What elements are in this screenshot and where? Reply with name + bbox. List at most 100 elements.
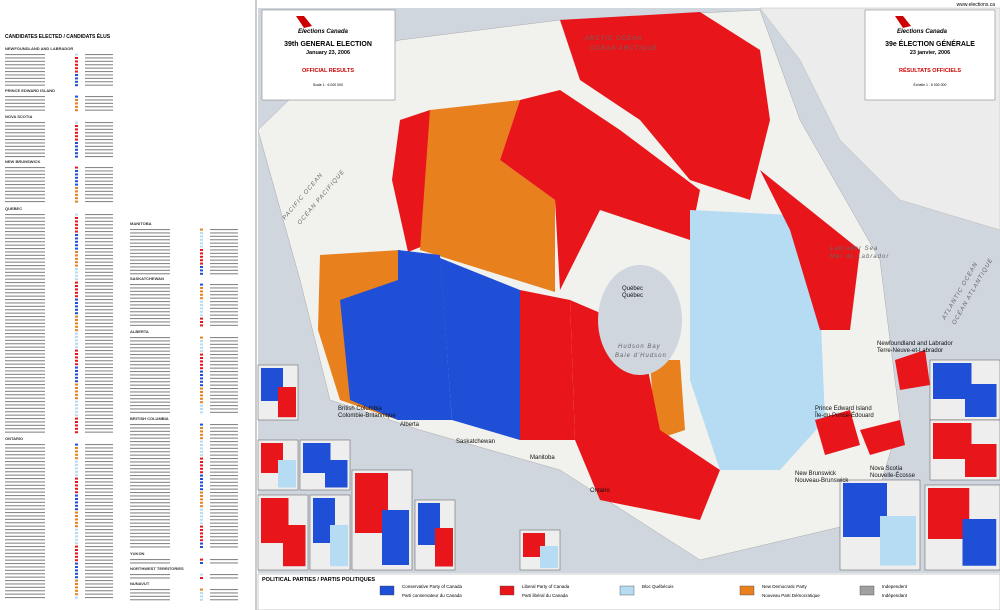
- candidate-party: [200, 297, 203, 300]
- candidate-party: [200, 401, 203, 404]
- candidate-party: [200, 307, 203, 310]
- candidate-party: [75, 109, 78, 112]
- candidate-party: [75, 535, 78, 538]
- candidate-party: [75, 60, 78, 63]
- candidate-name: [85, 360, 113, 362]
- candidate-row: [5, 319, 45, 321]
- candidate-name: [210, 294, 238, 296]
- candidate-row: [5, 370, 45, 372]
- candidate-party: [200, 324, 203, 327]
- candidate-party: [75, 450, 78, 453]
- candidate-row: [5, 515, 45, 517]
- candidate-name: [85, 428, 113, 430]
- candidate-row: [130, 321, 170, 323]
- candidate-name: [210, 377, 238, 379]
- candidate-party: [75, 342, 78, 345]
- candidate-name: [85, 251, 113, 253]
- candidate-name: [210, 509, 238, 511]
- candidate-party: [75, 443, 78, 446]
- candidate-row: [5, 333, 45, 335]
- candidate-name: [85, 316, 113, 318]
- candidate-row: [130, 447, 170, 449]
- candidate-name: [210, 367, 238, 369]
- candidate-name: [210, 488, 238, 490]
- candidate-name: [85, 363, 113, 365]
- candidate-name: [210, 249, 238, 251]
- candidate-party: [75, 498, 78, 500]
- candidate-party: [200, 370, 203, 373]
- candidate-row: [130, 340, 170, 342]
- candidate-row: [5, 329, 45, 331]
- candidate-name: [210, 337, 238, 339]
- candidate-name: [85, 350, 113, 352]
- candidate-name: [85, 268, 113, 270]
- candidate-name: [85, 339, 113, 341]
- candidate-row: [5, 518, 45, 520]
- candidate-name: [85, 387, 113, 389]
- candidate-row: [130, 391, 170, 393]
- candidate-name: [85, 187, 113, 189]
- candidate-name: [210, 252, 238, 254]
- candidate-row: [5, 454, 45, 456]
- candidate-row: [130, 263, 170, 265]
- candidate-name: [85, 180, 113, 182]
- candidate-row: [5, 484, 45, 486]
- candidate-name: [85, 278, 113, 280]
- candidate-party: [200, 314, 203, 317]
- candidate-row: [5, 217, 45, 219]
- candidate-name: [210, 454, 238, 456]
- candidate-party: [200, 454, 203, 457]
- candidate-party: [200, 380, 203, 383]
- candidate-row: [5, 149, 45, 151]
- candidate-name: [85, 326, 113, 328]
- candidate-row: [5, 501, 45, 503]
- candidate-party: [75, 319, 78, 321]
- candidate-name: [85, 495, 113, 497]
- candidate-name: [210, 391, 238, 393]
- candidate-name: [210, 574, 238, 576]
- candidate-row: [5, 194, 45, 196]
- candidate-row: [5, 447, 45, 449]
- candidate-row: [5, 467, 45, 469]
- candidate-name: [210, 371, 238, 373]
- candidate-row: [5, 224, 45, 226]
- candidate-row: [5, 271, 45, 273]
- candidate-party: [75, 128, 78, 131]
- candidate-name: [85, 484, 113, 486]
- candidate-party: [200, 498, 203, 501]
- candidate-row: [130, 430, 170, 432]
- candidate-name: [210, 498, 238, 500]
- candidate-row: [5, 343, 45, 345]
- candidate-row: [5, 471, 45, 473]
- candidate-party: [75, 200, 78, 203]
- candidate-party: [75, 244, 78, 247]
- candidate-row: [130, 529, 170, 531]
- ocean-label: Baie d'Hudson: [615, 353, 667, 359]
- candidate-party: [75, 359, 78, 362]
- candidate-party: [200, 464, 203, 467]
- section-heading: QUEBEC: [5, 206, 22, 211]
- candidate-party: [75, 460, 78, 463]
- candidate-row: [130, 444, 170, 446]
- candidate-party: [200, 245, 203, 248]
- candidate-row: [130, 239, 170, 241]
- candidate-row: [130, 259, 170, 261]
- legend-label: New Democratic Party: [762, 584, 808, 589]
- candidate-row: [5, 285, 45, 287]
- candidate-row: [5, 559, 45, 561]
- candidate-party: [75, 95, 78, 98]
- candidate-party: [200, 336, 203, 339]
- candidate-name: [85, 214, 113, 216]
- candidate-row: [5, 184, 45, 186]
- candidate-party: [75, 332, 78, 335]
- candidate-party: [75, 484, 78, 487]
- candidate-party: [200, 430, 203, 433]
- inset-district: [880, 516, 916, 566]
- candidate-party: [75, 217, 78, 219]
- candidate-row: [5, 590, 45, 592]
- candidate-party: [75, 254, 78, 257]
- candidate-party: [75, 370, 78, 372]
- candidate-row: [5, 156, 45, 158]
- candidate-row: [130, 451, 170, 453]
